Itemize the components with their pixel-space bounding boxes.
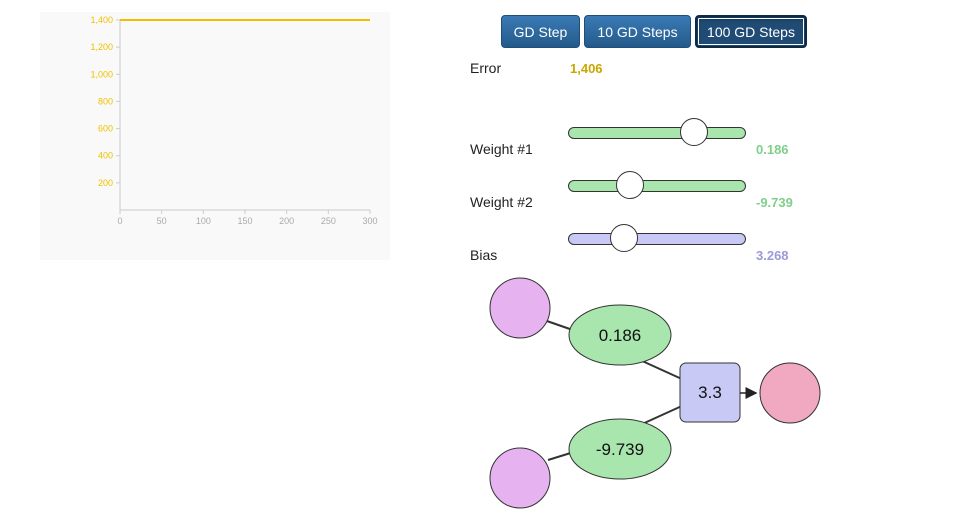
error-value: 1,406	[570, 61, 603, 76]
x-tick-label: 200	[279, 216, 294, 226]
weight2-slider[interactable]	[568, 171, 746, 199]
bias-node-label: 3.3	[698, 383, 722, 402]
gd-100-steps-button[interactable]: 100 GD Steps	[695, 15, 807, 48]
x-tick-label: 50	[157, 216, 167, 226]
weight1-slider[interactable]	[568, 118, 746, 146]
error-label: Error	[470, 60, 502, 76]
output-node	[759, 362, 821, 424]
weight1-label: Weight #1	[470, 141, 533, 157]
x-tick-label: 250	[321, 216, 336, 226]
weight1-value: 0.186	[756, 142, 789, 157]
input-node-2	[489, 447, 551, 509]
edge-weight2-bias	[639, 404, 685, 426]
bias-slider-handle[interactable]	[610, 224, 639, 252]
weight2-node-label: -9.739	[596, 440, 644, 459]
weight2-node	[568, 418, 672, 480]
weight2-label: Weight #2	[470, 194, 533, 210]
x-tick-label: 100	[196, 216, 211, 226]
x-tick-label: 150	[237, 216, 252, 226]
error-chart: 200 400 600 800 1,000 1,200 1,400 0 50 100 150 200 2…	[40, 12, 390, 260]
y-tick-label: 400	[98, 151, 113, 161]
input-node-1	[489, 277, 551, 339]
y-tick-label: 800	[98, 96, 113, 106]
weight2-slider-handle[interactable]	[615, 171, 644, 199]
gd-step-button[interactable]: GD Step	[501, 15, 580, 48]
weight1-node-label: 0.186	[599, 326, 642, 345]
bias-slider[interactable]	[568, 224, 746, 252]
weight1-slider-handle[interactable]	[679, 118, 708, 146]
bias-value: 3.268	[756, 248, 789, 263]
weight2-value: -9.739	[756, 195, 793, 210]
bias-node	[679, 362, 741, 423]
y-tick-label: 600	[98, 124, 113, 134]
error-chart-svg: 200 400 600 800 1,000 1,200 1,400 0 50 100 150 200 2…	[90, 15, 377, 226]
y-tick-label: 200	[98, 178, 113, 188]
weight1-node	[568, 304, 672, 366]
y-tick-label: 1,400	[90, 15, 113, 25]
y-tick-label: 1,000	[90, 69, 113, 79]
y-tick-label: 1,200	[90, 42, 113, 52]
x-tick-label: 0	[117, 216, 122, 226]
bias-label: Bias	[470, 247, 498, 263]
gd-10-steps-button[interactable]: 10 GD Steps	[584, 15, 691, 48]
x-tick-label: 300	[362, 216, 377, 226]
edge-weight1-bias	[639, 359, 685, 381]
